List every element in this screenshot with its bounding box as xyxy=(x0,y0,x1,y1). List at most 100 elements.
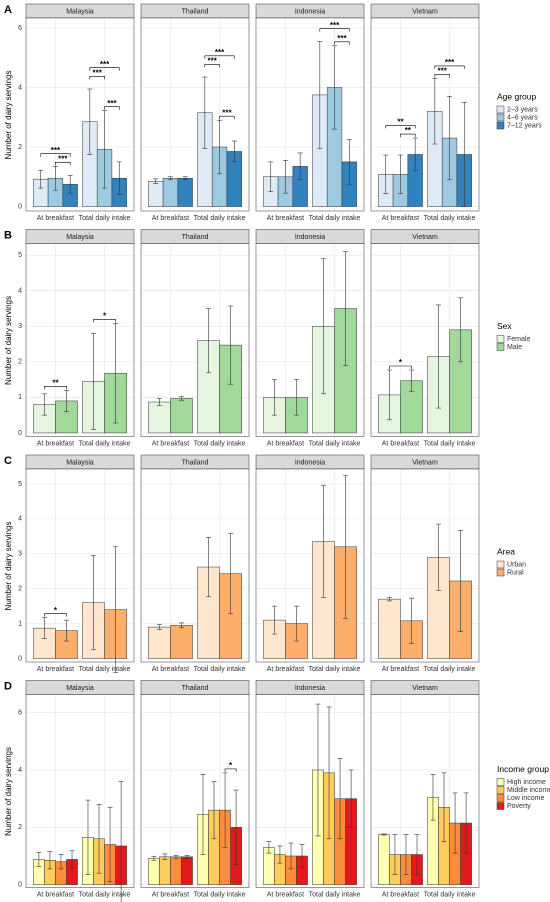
error-bar xyxy=(409,369,414,392)
error-bar xyxy=(151,855,157,861)
legend-label: Middle income xyxy=(507,787,550,794)
error-bar xyxy=(202,76,208,149)
facet-title: Malaysia xyxy=(66,459,94,466)
significance-bracket xyxy=(55,162,71,166)
error-bar xyxy=(116,161,122,195)
error-bar xyxy=(182,176,188,181)
legend-swatch xyxy=(496,794,505,802)
facet-title: Indonesia xyxy=(295,685,325,692)
bar xyxy=(162,178,179,207)
error-bar xyxy=(162,853,168,861)
x-tick-label: At breakfast xyxy=(37,215,74,222)
x-tick-label: Total daily intake xyxy=(79,891,131,898)
x-tick-label: At breakfast xyxy=(382,666,419,673)
x-tick-label: Total daily intake xyxy=(79,215,131,222)
y-tick-label: 2 xyxy=(18,824,22,831)
x-tick-label: Total daily intake xyxy=(194,666,246,673)
error-bar xyxy=(266,841,272,854)
error-bar xyxy=(317,41,323,149)
legend-label: Urban xyxy=(507,562,526,569)
error-bar xyxy=(211,781,217,840)
x-tick-label: At breakfast xyxy=(37,666,74,673)
panel-border xyxy=(370,468,480,663)
error-bar xyxy=(315,703,321,837)
error-bar xyxy=(107,806,113,883)
facet-title: Thailand xyxy=(182,8,209,15)
x-tick-label: Total daily intake xyxy=(309,215,361,222)
error-bar xyxy=(282,160,288,194)
legend-swatch xyxy=(496,560,505,569)
x-tick-label: At breakfast xyxy=(382,891,419,898)
significance-bracket xyxy=(319,28,350,32)
significance-label: ** xyxy=(405,126,412,135)
bar xyxy=(170,856,182,885)
significance-label: *** xyxy=(222,108,232,117)
significance-label: *** xyxy=(58,154,68,163)
error-bar xyxy=(36,851,42,867)
error-bar xyxy=(409,597,414,644)
error-bar xyxy=(222,772,228,848)
x-tick-label: Total daily intake xyxy=(424,440,476,447)
panel-border xyxy=(370,243,480,437)
error-bar xyxy=(403,834,409,875)
error-bar xyxy=(113,546,119,673)
legend-swatch xyxy=(496,105,505,114)
error-bar xyxy=(200,774,206,855)
legend-swatch xyxy=(496,778,505,786)
error-bar xyxy=(271,379,277,416)
error-bar xyxy=(233,789,239,865)
error-bar xyxy=(326,706,332,840)
legend-title: Age group xyxy=(497,91,536,101)
significance-bracket xyxy=(224,768,237,772)
facet-title: Thailand xyxy=(182,459,209,466)
panel-border xyxy=(140,468,250,663)
significance-bracket xyxy=(204,64,220,68)
panel-border xyxy=(255,468,365,663)
significance-label: * xyxy=(399,358,403,367)
significance-bracket xyxy=(89,76,105,80)
y-tick-label: 4 xyxy=(18,288,22,295)
panel-border xyxy=(25,17,135,212)
significance-label: *** xyxy=(330,21,340,30)
panel-label: A xyxy=(4,4,12,16)
significance-bracket xyxy=(434,65,465,69)
error-bar xyxy=(461,102,467,207)
bar xyxy=(177,178,193,207)
error-bar xyxy=(38,169,44,189)
significance-bracket xyxy=(389,365,412,370)
bar xyxy=(159,856,171,885)
legend-swatch xyxy=(496,568,505,577)
x-tick-label: Total daily intake xyxy=(194,215,246,222)
x-tick-label: At breakfast xyxy=(152,891,189,898)
error-bar xyxy=(346,139,352,185)
error-bar xyxy=(436,523,441,591)
error-bar xyxy=(64,619,69,642)
panel-border xyxy=(370,17,480,212)
x-tick-label: At breakfast xyxy=(37,891,74,898)
error-bar xyxy=(64,389,69,412)
x-tick-label: At breakfast xyxy=(382,440,419,447)
x-tick-label: At breakfast xyxy=(37,440,74,447)
error-bar xyxy=(58,854,64,870)
error-bar xyxy=(412,137,418,172)
bar xyxy=(170,625,193,659)
error-bar xyxy=(118,781,124,902)
y-axis-label: Number of dairy servings xyxy=(4,71,13,160)
x-tick-label: At breakfast xyxy=(267,440,304,447)
error-bar xyxy=(299,844,305,868)
y-axis-label: Number of dairy servings xyxy=(4,296,13,385)
y-tick-label: 2 xyxy=(18,144,22,151)
y-tick-label: 1 xyxy=(18,394,22,401)
error-bar xyxy=(52,166,58,191)
bar xyxy=(148,401,171,434)
panel-border xyxy=(140,17,250,212)
facet-title: Indonesia xyxy=(295,234,325,241)
error-bar xyxy=(156,398,162,406)
facet-title: Indonesia xyxy=(295,459,325,466)
y-tick-label: 2 xyxy=(18,586,22,593)
y-tick-label: 0 xyxy=(18,430,22,437)
y-tick-label: 0 xyxy=(18,881,22,888)
legend-swatch xyxy=(496,121,505,130)
error-bar xyxy=(337,758,343,840)
